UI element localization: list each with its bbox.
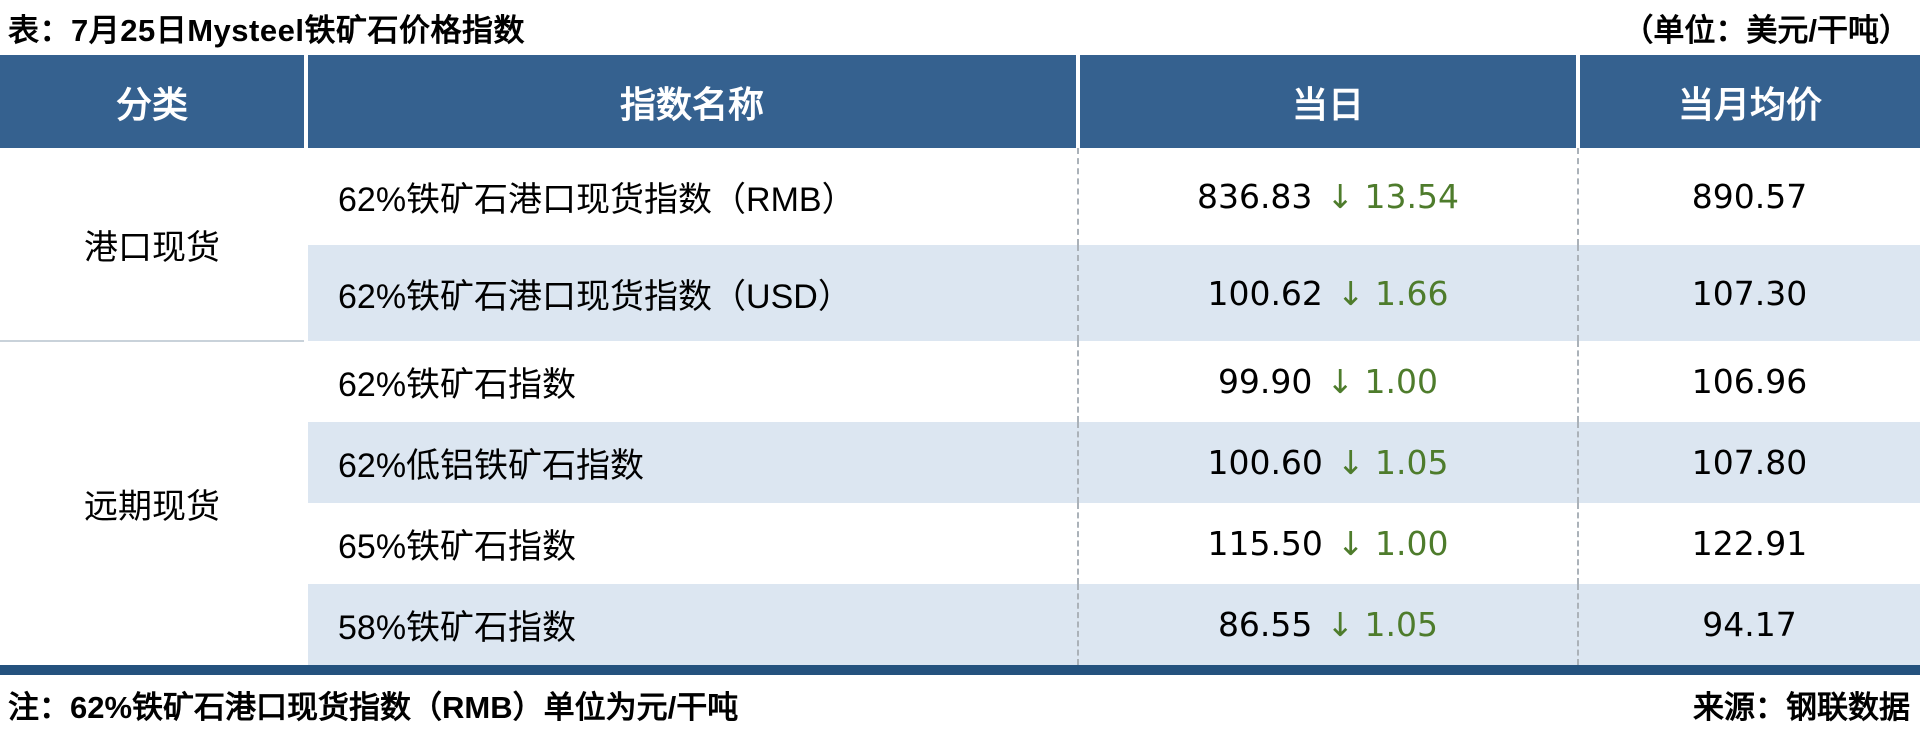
note-bar: 注：62%铁矿石港口现货指数（RMB）单位为元/干吨 来源：钢联数据 (0, 675, 1920, 733)
table-row: 远期现货 62%铁矿石指数 99.90 ↓ 1.00 106.96 (0, 341, 1920, 665)
index-name-cell: 62%铁矿石港口现货指数（USD） (304, 245, 1078, 341)
today-change-down: ↓ 1.00 (1336, 524, 1449, 563)
table-title: 表：7月25日Mysteel铁矿石价格指数 (8, 13, 525, 48)
table-row: 65%铁矿石指数 115.50 ↓ 1.00 122.91 (0, 503, 1920, 584)
today-cell: 115.50 ↓ 1.00 (1077, 503, 1578, 584)
today-value: 86.55 (1217, 605, 1313, 644)
month-avg-cell: 107.80 (1577, 422, 1920, 503)
today-value: 100.62 (1207, 273, 1323, 313)
source-label: 来源：钢联数据 (1693, 689, 1910, 725)
today-cell: 100.62 ↓ 1.66 (1077, 245, 1578, 341)
col-header-index-name: 指数名称 (304, 55, 1078, 148)
table-row: 58%铁矿石指数 86.55 ↓ 1.05 94.17 (0, 584, 1920, 665)
today-change-down: ↓ 13.54 (1326, 177, 1460, 216)
index-name-cell: 62%铁矿石指数 (304, 341, 1078, 422)
title-bar: 表：7月25日Mysteel铁矿石价格指数 （单位：美元/干吨） (0, 0, 1920, 55)
today-cell: 86.55 ↓ 1.05 (1077, 584, 1578, 665)
today-cell: 100.60 ↓ 1.05 (1077, 422, 1578, 503)
today-value: 836.83 (1196, 177, 1313, 216)
index-name-cell: 58%铁矿石指数 (304, 584, 1078, 665)
footnote: 注：62%铁矿石港口现货指数（RMB）单位为元/干吨 (8, 689, 739, 725)
month-avg-cell: 122.91 (1577, 503, 1920, 584)
today-value: 100.60 (1207, 443, 1323, 482)
unit-label: （单位：美元/干吨） (1622, 13, 1910, 48)
category-cell-forward-spot: 远期现货 (0, 341, 306, 665)
month-avg-cell: 107.30 (1577, 245, 1920, 341)
today-value: 115.50 (1207, 524, 1323, 563)
table-row: 62%低铝铁矿石指数 100.60 ↓ 1.05 107.80 (0, 422, 1920, 503)
today-cell: 99.90 ↓ 1.00 (1077, 341, 1578, 422)
today-value: 99.90 (1217, 362, 1313, 401)
index-name-cell: 62%低铝铁矿石指数 (304, 422, 1078, 503)
col-header-today: 当日 (1076, 55, 1578, 148)
today-change-down: ↓ 1.05 (1326, 605, 1439, 644)
month-avg-cell: 106.96 (1577, 341, 1920, 422)
table-row: 62%铁矿石港口现货指数（USD） 100.62 ↓ 1.66 107.30 (0, 245, 1920, 341)
price-table: 分类 指数名称 当日 当月均价 港口现货 62%铁矿石港口现货指数（RMB） 8… (0, 55, 1920, 665)
month-avg-cell: 94.17 (1577, 584, 1920, 665)
index-name-cell: 65%铁矿石指数 (304, 503, 1078, 584)
category-cell-port-spot: 港口现货 (0, 148, 306, 342)
table-bottom-border (0, 665, 1920, 675)
col-header-category: 分类 (0, 55, 306, 148)
today-change-down: ↓ 1.66 (1336, 273, 1449, 313)
index-name-cell: 62%铁矿石港口现货指数（RMB） (304, 148, 1078, 245)
month-avg-cell: 890.57 (1577, 148, 1920, 245)
table-row: 港口现货 62%铁矿石港口现货指数（RMB） 836.83 ↓ 13.54 890… (0, 148, 1920, 342)
today-change-down: ↓ 1.00 (1326, 362, 1439, 401)
today-cell: 836.83 ↓ 13.54 (1077, 148, 1578, 245)
today-change-down: ↓ 1.05 (1336, 443, 1449, 482)
col-header-month-avg: 当月均价 (1576, 55, 1920, 148)
header-row: 分类 指数名称 当日 当月均价 (0, 55, 1920, 148)
